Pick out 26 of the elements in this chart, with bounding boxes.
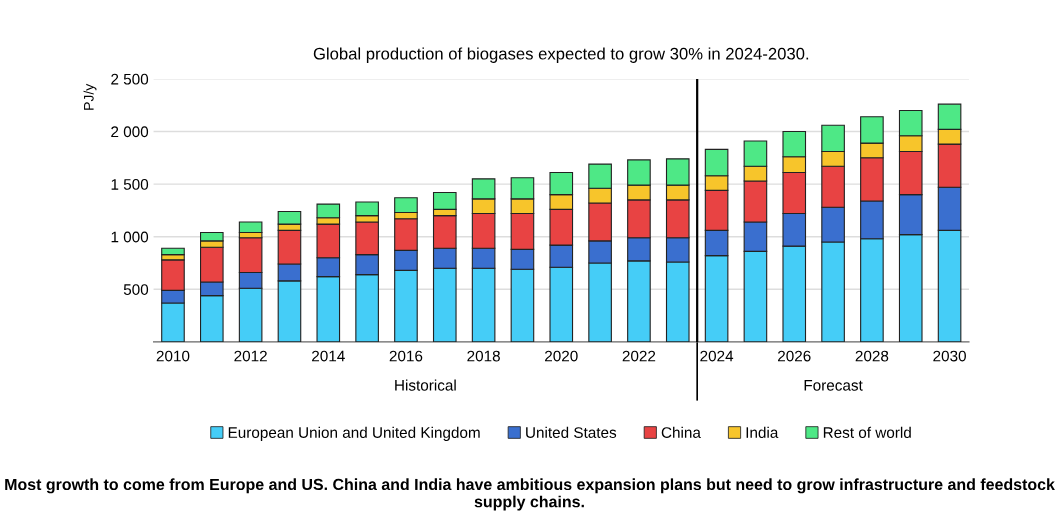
y-tick-label: 2 500 xyxy=(111,73,149,85)
legend-label: Rest of world xyxy=(823,426,911,438)
y-tick-label: 1 500 xyxy=(111,178,149,190)
x-tick-label: 2020 xyxy=(545,350,578,362)
legend-label: China xyxy=(661,426,701,438)
x-tick-label: 2012 xyxy=(234,350,267,362)
x-tick-label: 2030 xyxy=(933,350,966,362)
x-tick-label: 2028 xyxy=(855,350,889,362)
x-tick-label: 2024 xyxy=(700,350,734,362)
y-tick-label: 2 000 xyxy=(111,126,149,138)
x-tick-label: 2014 xyxy=(312,350,345,362)
x-tick-label: 2016 xyxy=(389,350,423,362)
text: Most growth to come from Europe and US. China and India have ambitious expansion plans but need to grow infrastructure and feedstock supply chains. xyxy=(5,478,1055,511)
x-tick-label: 2022 xyxy=(622,350,656,362)
legend-label: European Union and United Kingdom xyxy=(228,426,480,441)
x-tick-label: 2010 xyxy=(156,350,190,362)
x-tick-label: 2018 xyxy=(467,350,500,362)
chart-title: Global production of biogases expected to grow 30% in 2024-2030. xyxy=(313,47,809,63)
y-axis-title: PJ/y xyxy=(83,83,97,110)
text: Forecast xyxy=(804,380,863,391)
legend-label: India xyxy=(746,426,779,438)
text: Historical xyxy=(395,379,456,391)
legend-label: United States xyxy=(526,426,617,438)
x-tick-label: 2026 xyxy=(778,350,811,362)
y-tick-label: 1 000 xyxy=(111,231,149,243)
y-tick-label: 500 xyxy=(123,284,149,295)
